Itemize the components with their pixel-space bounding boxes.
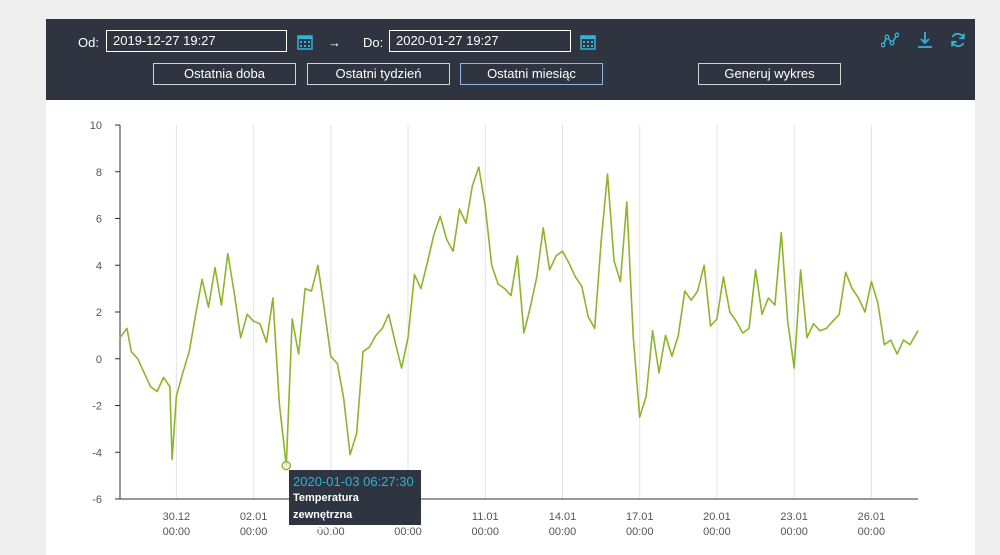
y-tick-label: -6 [92,494,102,506]
tooltip-series-name: Temperatura zewnętrzna [293,492,359,521]
temperature-chart[interactable]: -6-4-2024681030.1200:0002.0100:0005.0100… [46,100,975,555]
calendar-icon[interactable] [297,34,313,50]
x-tick-label: 14.01 [549,511,577,523]
download-icon[interactable] [916,31,934,49]
x-tick-time-label: 00:00 [472,526,500,538]
last-day-button[interactable]: Ostatnia doba [153,63,296,85]
x-tick-label: 23.01 [780,511,808,523]
x-tick-label: 30.12 [163,511,191,523]
x-tick-time-label: 00:00 [163,526,191,538]
x-tick-label: 02.01 [240,511,268,523]
x-tick-time-label: 00:00 [317,526,345,538]
chart-area: -6-4-2024681030.1200:0002.0100:0005.0100… [46,100,975,555]
range-arrow: → [328,35,341,50]
tooltip-value: -4.57°C [293,525,338,540]
series-icon[interactable] [881,31,899,49]
temperature-series-line [119,166,919,467]
y-tick-label: -2 [92,401,102,413]
x-tick-time-label: 00:00 [394,526,422,538]
generate-chart-button[interactable]: Generuj wykres [698,63,841,85]
y-tick-label: 6 [96,214,102,226]
y-tick-label: 4 [96,260,102,272]
y-tick-label: 0 [96,354,102,366]
x-tick-label: 26.01 [858,511,886,523]
y-tick-label: -4 [92,447,102,459]
from-label: Od: [78,35,99,50]
y-tick-label: 8 [96,167,102,179]
from-datetime-input[interactable]: 2019-12-27 19:27 [106,30,287,52]
to-datetime-input[interactable]: 2020-01-27 19:27 [389,30,571,52]
last-month-button[interactable]: Ostatni miesiąc [460,63,603,85]
x-tick-time-label: 00:00 [780,526,808,538]
x-tick-time-label: 00:00 [626,526,654,538]
highlight-point-marker [281,460,291,471]
x-tick-time-label: 00:00 [549,526,577,538]
x-tick-time-label: 00:00 [858,526,886,538]
last-week-button[interactable]: Ostatni tydzień [307,63,450,85]
x-tick-label: 20.01 [703,511,731,523]
y-tick-label: 10 [90,120,102,132]
x-tick-time-label: 00:00 [240,526,268,538]
calendar-icon[interactable] [580,34,596,50]
tooltip-date: 2020-01-03 06:27:30 [293,474,414,489]
x-tick-label: 17.01 [626,511,654,523]
to-label: Do: [363,35,384,50]
x-tick-time-label: 00:00 [703,526,731,538]
toolbar-panel: Od: 2019-12-27 19:27 → Do: 2020-01-27 19… [46,19,975,100]
x-tick-label: 11.01 [472,511,499,523]
refresh-icon[interactable] [949,31,967,49]
chart-tooltip: 2020-01-03 06:27:30 Temperatura zewnętrz… [289,470,421,540]
y-tick-label: 2 [96,307,102,319]
